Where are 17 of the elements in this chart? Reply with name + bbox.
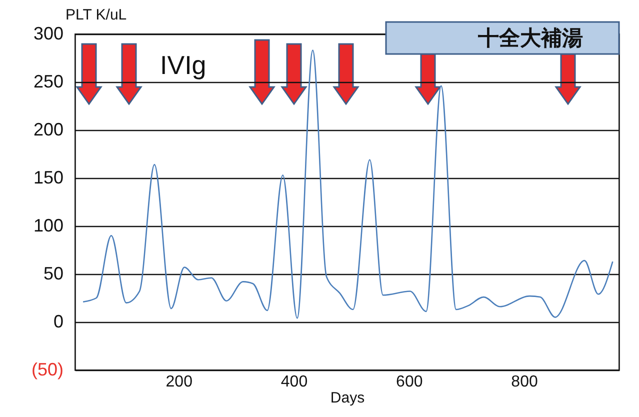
y-tick-label: 250	[33, 72, 64, 92]
line-series	[82, 50, 614, 319]
y-tick-label: 0	[53, 312, 64, 332]
y-tick-label: 200	[33, 120, 64, 140]
y-tick-label: 300	[33, 24, 64, 44]
y-axis-title: PLT K/uL	[66, 6, 127, 24]
y-tick-label: (50)	[31, 360, 64, 380]
x-tick-label: 200	[166, 374, 193, 390]
annotation: IVIg	[160, 50, 206, 81]
annotation: 十全大補湯	[478, 25, 583, 52]
y-tick-label: 50	[43, 264, 64, 284]
x-tick-label: 800	[511, 374, 538, 390]
y-tick-label: 100	[33, 216, 64, 236]
x-axis-title: Days	[330, 390, 365, 406]
x-tick-label: 600	[396, 374, 423, 390]
x-tick-label: 400	[280, 374, 308, 390]
y-tick-label: 150	[33, 168, 64, 188]
